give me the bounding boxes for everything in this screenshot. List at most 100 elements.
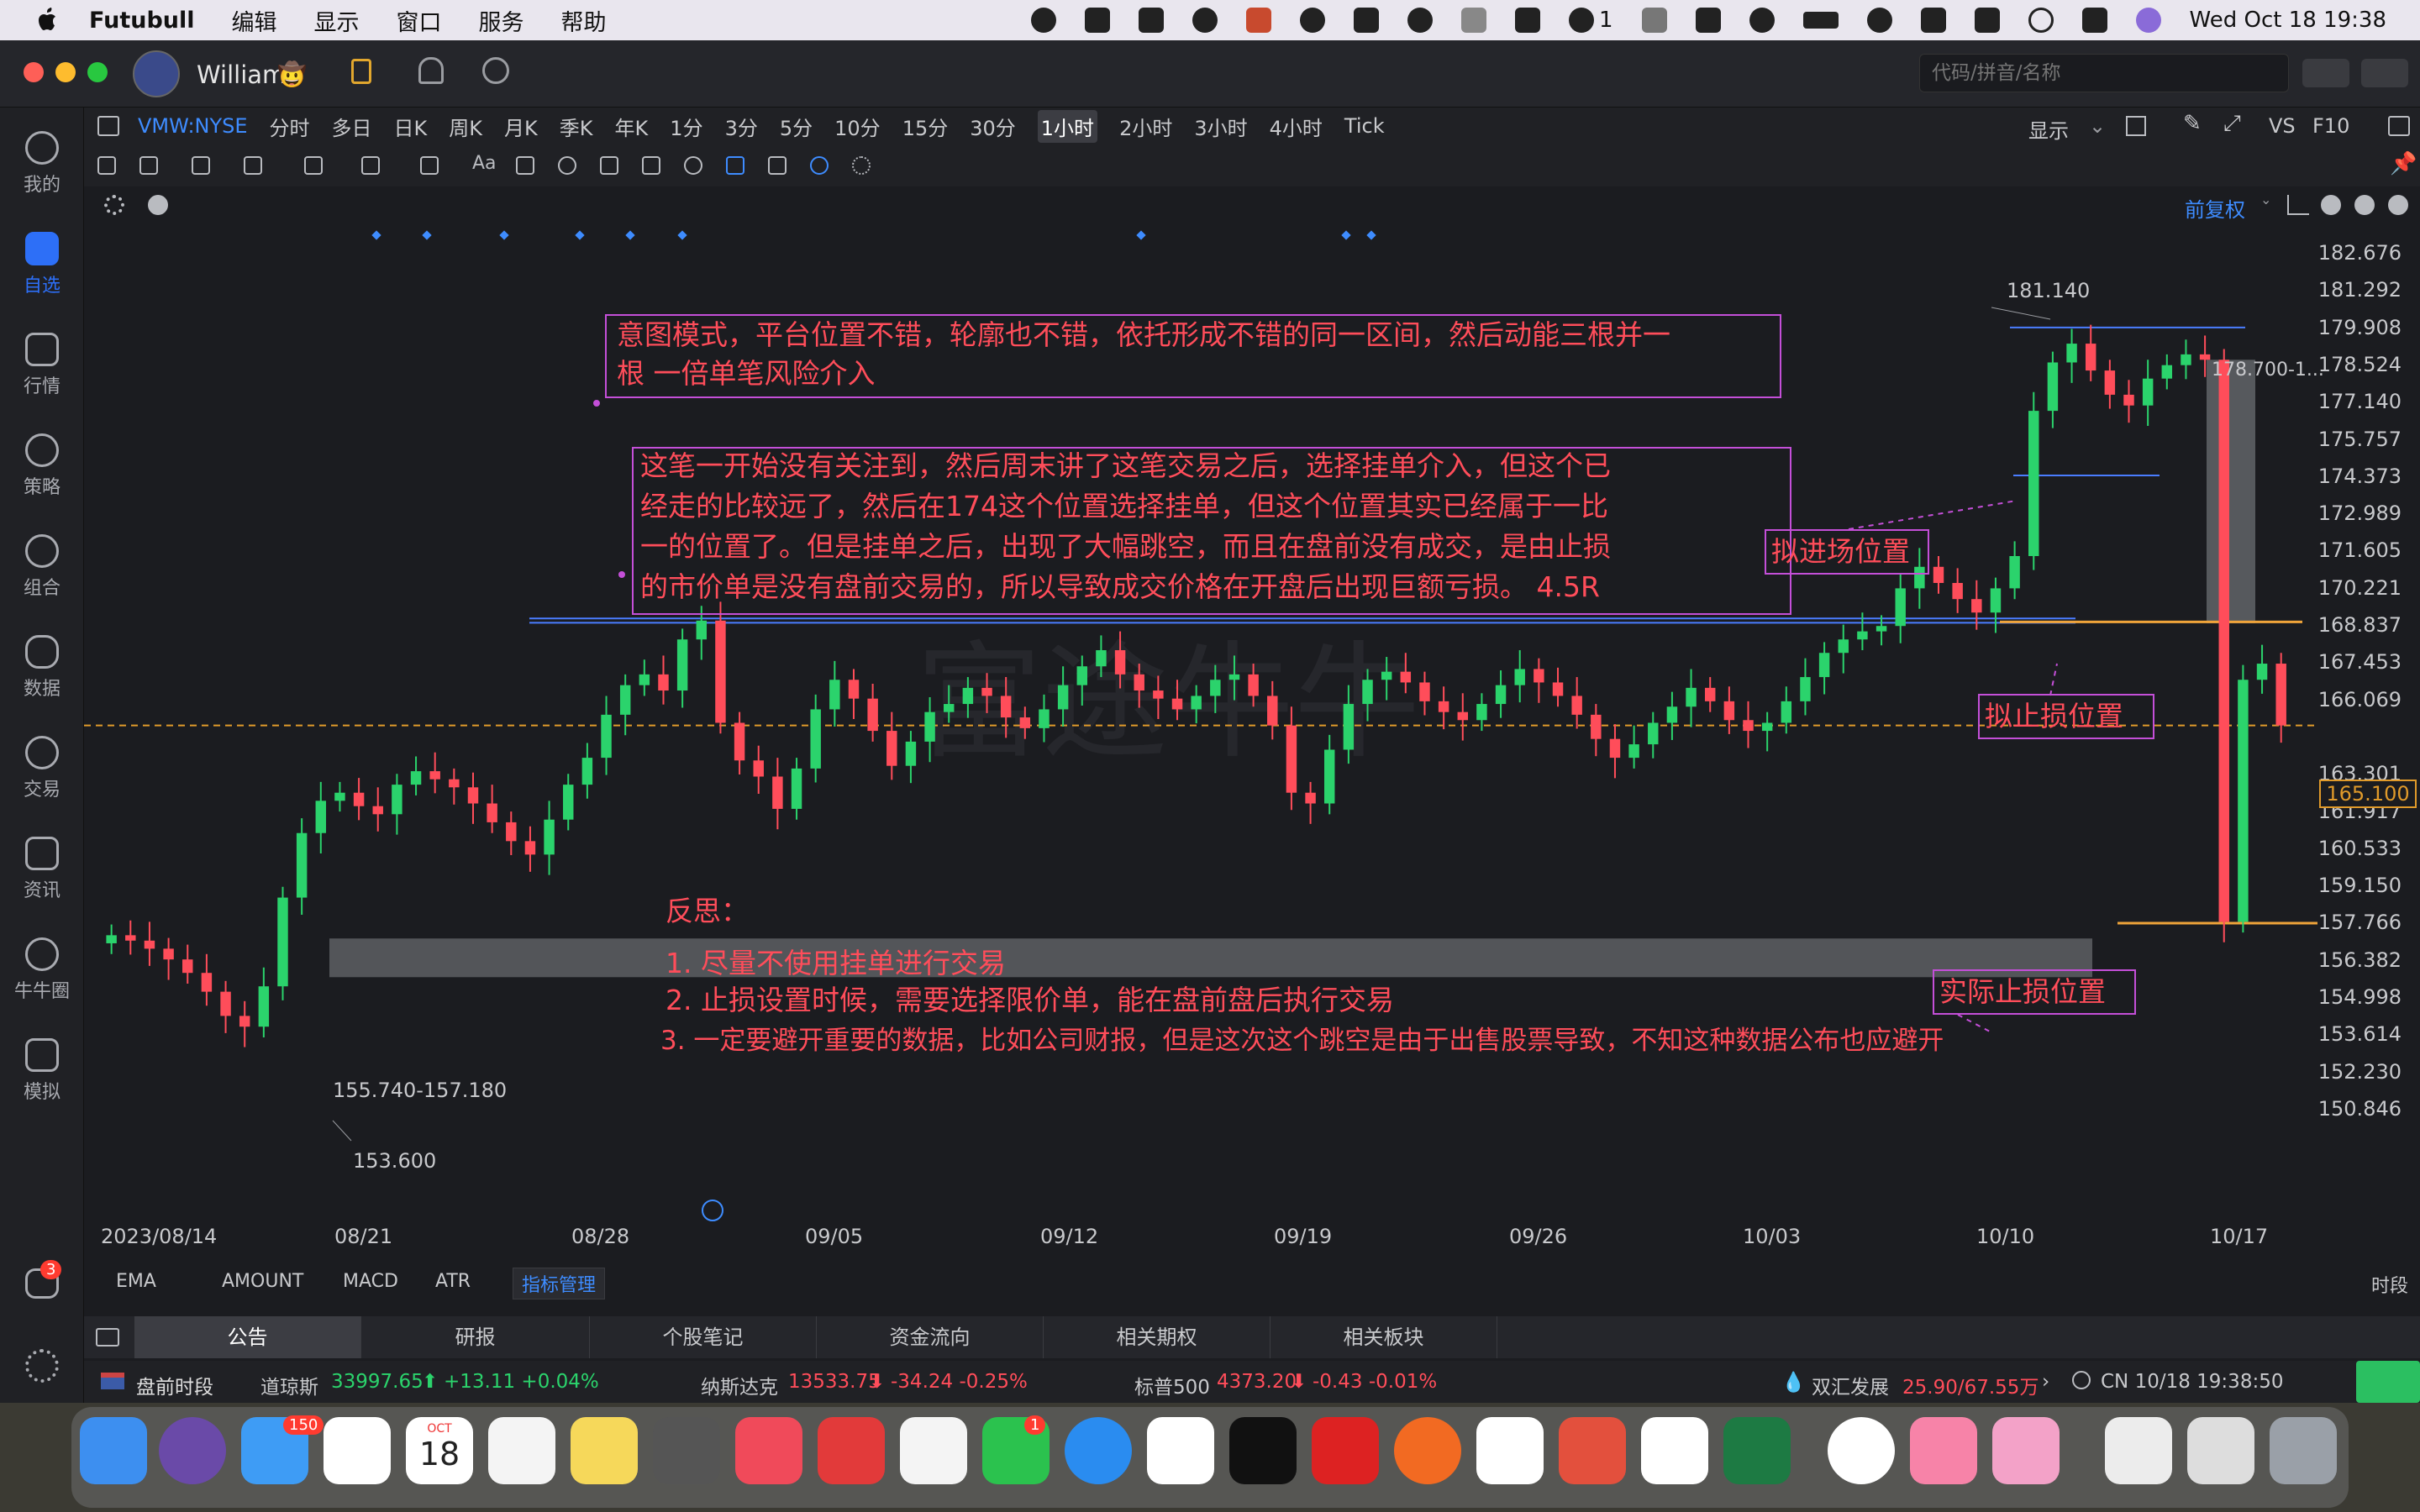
session-label[interactable]: 时段 <box>2371 1276 2409 1297</box>
chart-dropdown-icon[interactable] <box>148 195 168 215</box>
smiley-tray-icon[interactable] <box>1031 8 1056 33</box>
bars-tool-icon[interactable] <box>600 156 618 175</box>
f10-button[interactable]: F10 <box>2312 114 2350 138</box>
tab-capital-flow[interactable]: 资金流向 <box>817 1316 1044 1358</box>
indicator-amount[interactable]: AMOUNT <box>222 1271 304 1292</box>
period-tick[interactable]: Tick <box>1344 114 1385 138</box>
period-intraday[interactable]: 分时 <box>269 116 310 140</box>
stickies-icon[interactable] <box>571 1417 638 1484</box>
trash-bin-icon[interactable] <box>2270 1417 2337 1484</box>
qq-icon[interactable] <box>1828 1417 1895 1484</box>
period-4h[interactable]: 4小时 <box>1269 116 1323 140</box>
indicator-atr[interactable]: ATR <box>435 1271 471 1292</box>
document-stack-icon[interactable] <box>2105 1417 2172 1484</box>
period-15m[interactable]: 15分 <box>902 116 949 140</box>
shield-tray-icon[interactable] <box>1139 8 1164 33</box>
sync-app-icon[interactable] <box>900 1417 967 1484</box>
menu-app-name[interactable]: Futubull <box>89 7 195 34</box>
period-daily[interactable]: 日K <box>393 116 428 140</box>
nav-item-watchlist[interactable]: 自选 <box>0 232 84 297</box>
lock-icon[interactable] <box>351 59 371 84</box>
calculator-icon[interactable] <box>653 1417 720 1484</box>
indicator-ema[interactable]: EMA <box>116 1271 156 1292</box>
display-tray-icon[interactable] <box>1974 8 2000 33</box>
menubar-clock[interactable]: Wed Oct 18 19:38 <box>2189 8 2386 33</box>
nav-item-strategy[interactable]: 策略 <box>0 433 84 499</box>
link-button[interactable] <box>2356 1361 2420 1403</box>
control-center-icon[interactable] <box>2081 8 2107 33</box>
notes-icon[interactable] <box>488 1417 555 1484</box>
fullscreen-icon[interactable]: ⤢ <box>2223 111 2241 136</box>
period-30m[interactable]: 30分 <box>970 116 1016 140</box>
headset-icon[interactable] <box>482 57 509 84</box>
nav-item-community[interactable]: 牛牛圈 <box>0 937 84 1003</box>
user-name[interactable]: William <box>197 60 287 89</box>
zoom-in-icon[interactable] <box>2388 195 2408 215</box>
minimize-window-button[interactable] <box>55 62 76 82</box>
nasdaq-label[interactable]: 纳斯达克 <box>701 1377 778 1399</box>
period-monthly[interactable]: 月K <box>504 116 538 140</box>
period-5m[interactable]: 5分 <box>779 116 813 140</box>
tab-research[interactable]: 研报 <box>361 1316 590 1358</box>
tasks-icon[interactable] <box>324 1417 391 1484</box>
wave-tool-icon[interactable] <box>244 156 262 175</box>
pdf-stack-icon[interactable] <box>2187 1417 2254 1484</box>
menu-view[interactable]: 显示 <box>313 9 360 36</box>
s-tray-icon[interactable] <box>1920 8 1946 33</box>
magnet-icon[interactable] <box>726 156 744 175</box>
sync-icon[interactable] <box>810 156 829 175</box>
bluetooth-icon[interactable] <box>1695 8 1721 33</box>
nav-item-news[interactable]: 资讯 <box>0 837 84 902</box>
stocks-tray-icon[interactable] <box>1354 8 1379 33</box>
sidebar-toggle-icon[interactable] <box>97 116 119 136</box>
period-weekly[interactable]: 周K <box>449 116 483 140</box>
skin-toggle-button[interactable] <box>2302 59 2349 87</box>
period-yearly[interactable]: 年K <box>614 116 649 140</box>
arrow-tool-icon[interactable] <box>420 156 439 175</box>
spotlight-search-icon[interactable] <box>2028 8 2054 33</box>
comment-tool-icon[interactable] <box>516 156 534 175</box>
symbol-search-input[interactable] <box>1919 54 2289 92</box>
jf-app-icon[interactable] <box>1312 1417 1379 1484</box>
input-method-icon[interactable] <box>1085 8 1110 33</box>
period-10m[interactable]: 10分 <box>834 116 881 140</box>
menu-edit[interactable]: 编辑 <box>231 9 277 36</box>
send-tray-icon[interactable] <box>1641 8 1667 33</box>
tab-stock-notes[interactable]: 个股笔记 <box>590 1316 817 1358</box>
measure-tool-icon[interactable] <box>361 156 380 175</box>
display-dropdown[interactable]: 显示 <box>2028 119 2069 143</box>
cloud-tray-icon[interactable] <box>1407 8 1433 33</box>
wps-icon[interactable] <box>1641 1417 1708 1484</box>
zoom-tool-icon[interactable] <box>558 156 576 175</box>
vs-button[interactable]: VS <box>2269 114 2296 138</box>
nav-item-data[interactable]: 数据 <box>0 635 84 701</box>
avatar[interactable] <box>133 50 180 97</box>
event-marker-icon[interactable] <box>713 358 738 383</box>
refresh-tray-icon[interactable] <box>1300 8 1325 33</box>
siri-icon[interactable] <box>2135 8 2161 33</box>
bird-tray-icon[interactable] <box>1515 8 1540 33</box>
pen-icon[interactable]: ✎ <box>2183 111 2202 136</box>
zoom-fit-icon[interactable] <box>2321 195 2341 215</box>
nav-item-market[interactable]: 行情 <box>0 333 84 398</box>
line-tool-icon[interactable] <box>139 156 158 175</box>
music-icon[interactable] <box>735 1417 802 1484</box>
menu-window[interactable]: 窗口 <box>396 9 442 36</box>
excel-icon[interactable] <box>1723 1417 1791 1484</box>
orange-app-icon[interactable] <box>1394 1417 1461 1484</box>
period-3h[interactable]: 3小时 <box>1194 116 1248 140</box>
period-3m[interactable]: 3分 <box>724 116 758 140</box>
zoom-out-icon[interactable] <box>2354 195 2375 215</box>
flow-stock-label[interactable]: 双汇发展 <box>1812 1377 1889 1399</box>
cleanmymac-icon[interactable] <box>1992 1417 2060 1484</box>
bell-tray-icon[interactable] <box>1192 8 1218 33</box>
red-logo-app-icon[interactable] <box>1476 1417 1544 1484</box>
kline-chart[interactable]: 富途牛牛 182.676 181.292 179.908 178.524 177.140… <box>84 225 2420 1253</box>
period-multiday[interactable]: 多日 <box>331 116 372 140</box>
calendar-icon[interactable]: OCT 18 <box>406 1417 473 1484</box>
period-1m[interactable]: 1分 <box>670 116 703 140</box>
vpn-tray-icon[interactable] <box>1246 8 1271 33</box>
panel-collapse-icon[interactable] <box>96 1328 119 1347</box>
polyline-tool-icon[interactable] <box>192 156 210 175</box>
wechat-tray-icon[interactable] <box>1569 8 1594 33</box>
